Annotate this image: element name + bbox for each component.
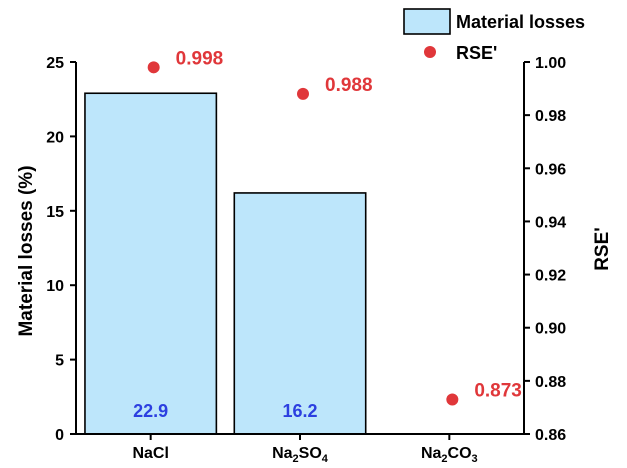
y-tick-label-3: 15 bbox=[46, 204, 64, 221]
x-tick-label-2-part-0: Na bbox=[421, 445, 442, 462]
y-axis-title: Material losses (%) bbox=[16, 165, 37, 336]
rse-value-label-1: 0.988 bbox=[325, 75, 373, 96]
x-tick-label-2: Na2CO3 bbox=[421, 445, 478, 465]
x-tick-label-1: Na2SO4 bbox=[272, 445, 329, 465]
x-tick-label-2-part-1: 2 bbox=[441, 453, 447, 465]
y2-tick-label-7: 1.00 bbox=[535, 55, 566, 72]
rse-value-label-2: 0.873 bbox=[474, 380, 522, 401]
y2-axis-title: RSE' bbox=[592, 227, 613, 271]
y-tick-label-4: 20 bbox=[46, 129, 64, 146]
y2-tick-label-1: 0.88 bbox=[535, 374, 566, 391]
bars-layer bbox=[84, 92, 367, 435]
legend-label-bar: Material losses bbox=[456, 12, 585, 32]
x-tick-label-1-part-3: 4 bbox=[322, 453, 329, 465]
x-tick-label-0-part-0: NaCl bbox=[132, 445, 168, 462]
rse-value-label-0: 0.998 bbox=[176, 48, 224, 69]
rse-point-0 bbox=[147, 61, 160, 74]
x-tick-label-1-part-2: SO bbox=[299, 445, 322, 462]
y-tick-label-1: 5 bbox=[55, 353, 64, 370]
bar-value-label-0: 22.9 bbox=[133, 401, 168, 421]
x-tick-label-2-part-2: CO bbox=[448, 445, 472, 462]
y-tick-label-2: 10 bbox=[46, 278, 64, 295]
x-tick-label-1-part-0: Na bbox=[272, 445, 293, 462]
rse-point-2 bbox=[446, 393, 459, 406]
points-layer bbox=[147, 61, 459, 406]
y2-tick-label-3: 0.92 bbox=[535, 268, 566, 285]
bar-1 bbox=[233, 192, 367, 435]
x-tick-label-1-part-1: 2 bbox=[293, 453, 299, 465]
y2-tick-label-4: 0.94 bbox=[535, 214, 566, 231]
x-tick-label-0: NaCl bbox=[132, 445, 168, 462]
legend-marker-point bbox=[424, 46, 436, 58]
y2-tick-label-5: 0.96 bbox=[535, 161, 566, 178]
legend-label-point: RSE' bbox=[456, 43, 497, 63]
y2-tick-label-6: 0.98 bbox=[535, 108, 566, 125]
legend: Material losses RSE' bbox=[403, 8, 585, 63]
labels-layer: 22.9 16.2 0.998 0.988 0.873 bbox=[133, 48, 522, 421]
y2-tick-label-0: 0.86 bbox=[535, 427, 566, 444]
bar-value-label-1: 16.2 bbox=[282, 401, 317, 421]
y-tick-label-0: 0 bbox=[55, 427, 64, 444]
axes-layer: 0 5 10 15 20 25 0.86 0.88 0.90 0.92 0.94 0.96 0.98 1.… bbox=[46, 55, 566, 465]
y2-tick-label-2: 0.90 bbox=[535, 321, 566, 338]
y-tick-label-5: 25 bbox=[46, 55, 64, 72]
x-tick-label-2-part-3: 3 bbox=[472, 453, 478, 465]
rse-point-1 bbox=[297, 87, 309, 100]
bar-0 bbox=[84, 92, 218, 435]
legend-swatch-bar bbox=[403, 8, 451, 35]
